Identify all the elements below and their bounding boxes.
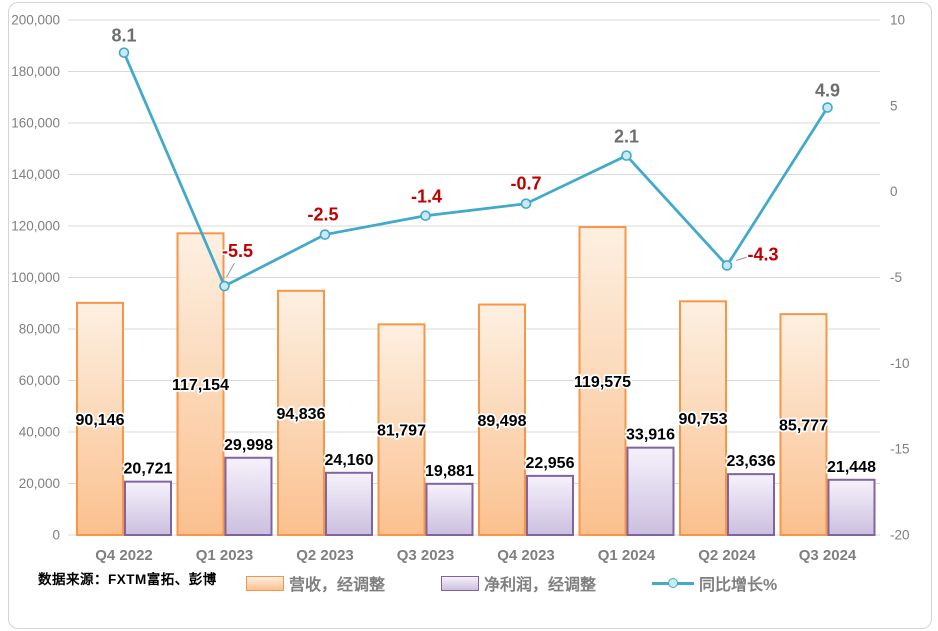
x-axis-category-label: Q2 2023 — [296, 547, 354, 564]
bar-net-profit-Q1-2024[interactable] — [626, 446, 675, 536]
bar-value-label: 90,146 — [76, 412, 125, 429]
legend-item-yoy-growth[interactable]: 同比增长% — [652, 571, 777, 595]
bar-net-profit-Q4-2023[interactable] — [526, 474, 574, 537]
bar-revenue-Q1-2024[interactable] — [578, 226, 627, 537]
line-marker-Q3-2024[interactable] — [822, 102, 833, 113]
bar-revenue-Q2-2023[interactable] — [277, 289, 325, 536]
right-axis-tick-label: -15 — [890, 442, 910, 457]
left-axis-tick-label: 100,000 — [11, 270, 60, 285]
line-marker-Q1-2023[interactable] — [219, 280, 230, 292]
x-axis-category-label: Q4 2023 — [497, 547, 555, 564]
right-axis-tick-label: 10 — [890, 13, 905, 28]
bar-value-label: 119,575 — [574, 374, 631, 391]
left-axis-tick-label: 160,000 — [11, 116, 60, 131]
bar-value-label: 20,721 — [124, 461, 173, 478]
left-axis-tick-label: 200,000 — [11, 13, 60, 28]
legend-label-net-profit: 净利润，经调整 — [484, 577, 597, 594]
left-axis-tick-label: 120,000 — [11, 219, 60, 234]
bar-revenue-Q4-2022[interactable] — [76, 301, 124, 536]
x-axis-category-label: Q1 2024 — [598, 547, 656, 564]
net-profit-swatch-icon — [441, 575, 480, 591]
left-axis-tick-label: 0 — [52, 528, 60, 543]
bar-value-label: 94,836 — [277, 406, 326, 423]
legend-label-yoy-growth: 同比增长% — [699, 577, 778, 594]
left-axis-tick-label: 20,000 — [19, 476, 60, 491]
label-leader-line — [226, 262, 235, 278]
right-axis-tick-label: -20 — [890, 528, 910, 543]
bar-value-label: 85,777 — [779, 418, 828, 435]
left-axis-tick-label: 180,000 — [11, 64, 60, 79]
bar-net-profit-Q3-2023[interactable] — [425, 482, 474, 537]
line-value-label: -5.5 — [222, 241, 253, 261]
line-marker-Q4-2023[interactable] — [520, 198, 532, 209]
bar-value-label: 117,154 — [172, 377, 229, 394]
yoy-growth-line-icon — [652, 577, 695, 589]
legend-label-revenue: 营收，经调整 — [289, 577, 386, 594]
bar-revenue-Q1-2023[interactable] — [176, 232, 225, 536]
line-value-label: 2.1 — [614, 127, 639, 147]
line-value-label: 8.1 — [111, 26, 136, 46]
left-axis-tick-label: 60,000 — [19, 373, 60, 388]
line-marker-Q4-2022[interactable] — [118, 47, 130, 58]
line-value-label: -2.5 — [307, 205, 338, 225]
x-axis-category-label: Q1 2023 — [196, 547, 254, 564]
x-axis-category-label: Q2 2024 — [698, 547, 756, 564]
bar-value-label: 24,160 — [325, 452, 374, 469]
bar-revenue-Q2-2024[interactable] — [679, 300, 727, 537]
bar-value-label: 22,956 — [526, 455, 575, 472]
legend-item-net-profit[interactable]: 净利润，经调整 — [441, 571, 596, 595]
line-value-label: -0.7 — [510, 174, 541, 194]
bar-net-profit-Q3-2024[interactable] — [827, 478, 876, 536]
bar-value-label: 89,498 — [478, 413, 527, 430]
label-leader-line — [735, 256, 750, 261]
bar-value-label: 90,753 — [679, 411, 728, 428]
legend-item-revenue[interactable]: 营收，经调整 — [246, 571, 385, 595]
line-marker-Q2-2024[interactable] — [721, 260, 733, 271]
line-value-label: -4.3 — [747, 244, 778, 264]
bar-value-label: 33,916 — [626, 427, 675, 444]
left-axis-tick-label: 40,000 — [19, 425, 60, 440]
right-axis-tick-label: 5 — [890, 98, 898, 113]
bar-revenue-Q3-2023[interactable] — [377, 323, 426, 536]
line-marker-Q2-2023[interactable] — [319, 229, 331, 240]
bar-value-label: 23,636 — [727, 453, 776, 470]
bar-net-profit-Q2-2024[interactable] — [727, 473, 775, 536]
line-value-label: 4.9 — [815, 81, 840, 101]
x-axis-category-label: Q3 2024 — [799, 547, 857, 564]
bar-net-profit-Q1-2023[interactable] — [224, 456, 273, 537]
line-marker-Q1-2024[interactable] — [621, 150, 632, 161]
bar-revenue-Q3-2024[interactable] — [779, 313, 828, 537]
right-axis-tick-label: -5 — [890, 270, 902, 285]
bar-value-label: 81,797 — [377, 423, 426, 440]
bar-net-profit-Q2-2023[interactable] — [325, 471, 373, 536]
line-marker-Q3-2023[interactable] — [420, 210, 431, 221]
x-axis-category-label: Q4 2022 — [95, 547, 153, 564]
x-axis-category-label: Q3 2023 — [397, 547, 455, 564]
bar-revenue-Q4-2023[interactable] — [478, 303, 526, 537]
line-value-label: -1.4 — [411, 187, 442, 207]
bar-value-label: 19,881 — [425, 463, 474, 480]
left-axis-tick-label: 80,000 — [19, 322, 60, 337]
right-axis-tick-label: 0 — [890, 184, 898, 199]
right-axis-tick-label: -10 — [890, 356, 910, 371]
yoy-growth-line — [122, 51, 829, 288]
bar-value-label: 21,448 — [827, 459, 876, 476]
revenue-swatch-icon — [246, 575, 284, 591]
bar-value-label: 29,998 — [224, 437, 273, 454]
legend: 营收，经调整 净利润，经调整 同比增长% — [246, 571, 777, 595]
bar-net-profit-Q4-2022[interactable] — [124, 480, 172, 537]
source-note: 数据来源：FXTM富拓、彭博 — [38, 572, 217, 587]
left-axis-tick-label: 140,000 — [11, 167, 60, 182]
